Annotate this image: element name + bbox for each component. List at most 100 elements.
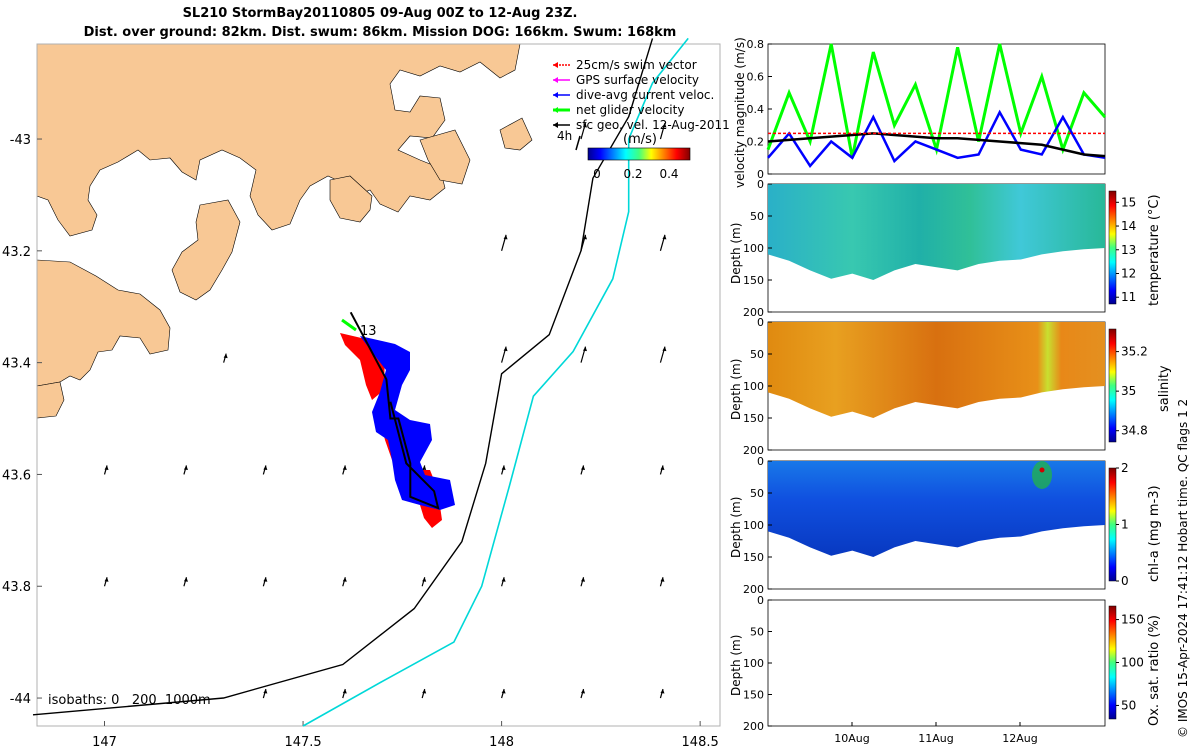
geo-velocity-arrowhead <box>422 577 427 582</box>
colorbar-tick-0: 0 <box>593 167 601 181</box>
velocity-series-line <box>767 132 1106 158</box>
oxygen-cbar-tick-label: 150 <box>1121 613 1144 627</box>
geo-velocity-arrowhead <box>581 577 586 582</box>
temperature-cbar-tick-label: 12 <box>1121 266 1136 280</box>
salinity-panel: 0 50 100 150 200 Depth (m) 34.8 35 35.2 salini… <box>729 316 1172 457</box>
chla-colorbar-ticks: 0 1 2 <box>1116 461 1129 588</box>
oxygen-cbar-tick-label: 50 <box>1121 698 1136 712</box>
salinity-cbar-tick-label: 35.2 <box>1121 345 1148 359</box>
salinity-cbar-label: salinity <box>1157 365 1172 412</box>
chla-y-tick-label: 150 <box>743 551 764 564</box>
legend-label: 25cm/s swim vector <box>576 58 697 72</box>
oxygen-x-axis: 10Aug 11Aug 12Aug <box>834 722 1038 745</box>
isobath-label: isobaths: 0 200 1000m <box>48 693 211 708</box>
map-panel: 147 147.5 148 148.5 -4343.243.443.643.8-44 … <box>2 37 730 750</box>
isobath-1000m <box>302 37 689 727</box>
time-x-tick-label: 10Aug <box>834 732 869 745</box>
geo-velocity-arrowhead <box>223 353 228 359</box>
legend-label: net glider velocity <box>576 103 684 117</box>
legend-swatch-head <box>553 77 558 83</box>
temperature-field <box>768 184 1105 280</box>
velocity-series <box>766 43 1107 168</box>
temperature-cbar-label: temperature (°C) <box>1147 194 1162 306</box>
land-island <box>499 117 533 151</box>
velocity-y-axis: 0 0.2 0.4 0.6 0.8 <box>747 38 772 181</box>
isobaths <box>32 37 689 727</box>
geo-velocity-arrowhead <box>660 465 665 470</box>
legend-swatch-head <box>553 107 558 113</box>
time-x-tick-label: 11Aug <box>918 732 953 745</box>
velocity-series-line <box>767 109 1106 168</box>
temperature-colorbar <box>1108 190 1117 305</box>
credit-text: © IMOS 15-Apr-2024 17:41:12 Hobart time.… <box>1176 398 1190 738</box>
salinity-y-tick-label: 0 <box>757 316 764 329</box>
map-x-tick-label: 148 <box>489 735 514 750</box>
geo-velocity-arrowhead <box>501 577 506 582</box>
temperature-y-tick-label: 50 <box>750 210 764 223</box>
velocity-y-tick-label: 0 <box>757 168 764 181</box>
oxygen-y-tick-label: 100 <box>743 657 764 670</box>
map-x-axis: 147 147.5 148 148.5 <box>92 721 719 750</box>
salinity-y-axis: 0 50 100 150 200 <box>743 316 772 457</box>
colorbar-title: (m/s) <box>623 132 657 147</box>
geo-velocity-arrowhead <box>581 689 586 694</box>
current-vector-swath <box>360 336 455 510</box>
legend-scale-label: 4h <box>557 129 572 143</box>
oxygen-y-axis: 0 50 100 150 200 <box>743 594 772 733</box>
map-y-tick-label: 43.4 <box>2 357 31 372</box>
oxygen-y-tick-label: 150 <box>743 689 764 702</box>
geo-velocity-arrowhead <box>503 234 508 240</box>
velocity-panel: 0 0.2 0.4 0.6 0.8 velocity magnitude (m/s) <box>733 37 1107 188</box>
oxygen-colorbar-ticks: 50 100 150 <box>1116 613 1144 712</box>
colorbar-bar <box>587 147 691 161</box>
temperature-y-tick-label: 150 <box>743 274 764 287</box>
oxygen-cbar-tick-label: 100 <box>1121 656 1144 670</box>
salinity-colorbar-ticks: 34.8 35 35.2 <box>1116 345 1148 438</box>
chart-title-line2: Dist. over ground: 82km. Dist. swum: 86k… <box>83 25 677 40</box>
map-y-tick-label: -44 <box>10 692 31 707</box>
map-x-tick-label: 148.5 <box>682 735 719 750</box>
land-peninsula-2 <box>419 129 471 185</box>
salinity-y-tick-label: 50 <box>750 348 764 361</box>
chart-title-line1: SL210 StormBay20110805 09-Aug 00Z to 12-… <box>182 6 578 21</box>
velocity-y-tick-label: 0.6 <box>747 71 765 84</box>
legend-label: GPS surface velocity <box>576 73 699 87</box>
geo-velocity-arrowhead <box>581 465 586 470</box>
geo-velocity-arrowhead <box>662 234 667 240</box>
temperature-y-tick-label: 0 <box>757 178 764 191</box>
glider-track <box>349 311 440 510</box>
geo-velocity-arrowhead <box>342 577 347 582</box>
velocity-y-tick-label: 0.4 <box>747 103 765 116</box>
map-y-tick-label: 43.2 <box>2 245 31 260</box>
geo-velocity-arrowhead <box>660 689 665 694</box>
salinity-y-tick-label: 150 <box>743 412 764 425</box>
geo-velocity-arrowhead <box>582 346 587 352</box>
annotation-13: 13 <box>360 324 377 339</box>
oxygen-y-tick-label: 200 <box>743 720 764 733</box>
time-x-tick-label: 12Aug <box>1002 732 1037 745</box>
geo-velocity-arrowhead <box>263 465 268 470</box>
velocity-y-tick-label: 0.8 <box>747 38 765 51</box>
salinity-y-tick-label: 100 <box>743 380 764 393</box>
chla-field <box>768 461 1105 557</box>
geo-velocity-arrowhead <box>104 465 109 470</box>
temperature-cbar-tick-label: 15 <box>1121 195 1136 209</box>
chla-cbar-tick-label: 2 <box>1121 461 1129 475</box>
temperature-y-tick-label: 200 <box>743 306 764 319</box>
oxygen-y-tick-label: 0 <box>757 594 764 607</box>
map-colorbar: (m/s) 0 0.2 0.4 <box>587 132 691 181</box>
chla-y-tick-label: 50 <box>750 487 764 500</box>
temperature-panel: 0 50 100 150 200 Depth (m) 11 12 13 14 15 temper… <box>729 178 1162 319</box>
legend-swatch-head <box>553 62 558 68</box>
salinity-field <box>768 322 1105 418</box>
chla-colorbar <box>1108 467 1117 582</box>
oxygen-panel: 0 50 100 150 200 10Aug 11Aug 12Aug Depth (m) 5… <box>729 594 1162 745</box>
map-frame <box>36 43 721 727</box>
temperature-cbar-tick-label: 13 <box>1121 243 1136 257</box>
geo-velocity-arrowhead <box>342 465 347 470</box>
velocity-y-tick-label: 0.2 <box>747 136 765 149</box>
temperature-y-axis: 0 50 100 150 200 <box>743 178 772 319</box>
geo-velocity-arrowhead <box>582 123 587 128</box>
oxygen-ylabel: Depth (m) <box>729 635 743 696</box>
